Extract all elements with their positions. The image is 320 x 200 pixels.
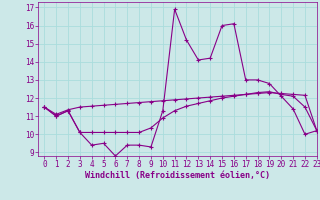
X-axis label: Windchill (Refroidissement éolien,°C): Windchill (Refroidissement éolien,°C) [85, 171, 270, 180]
